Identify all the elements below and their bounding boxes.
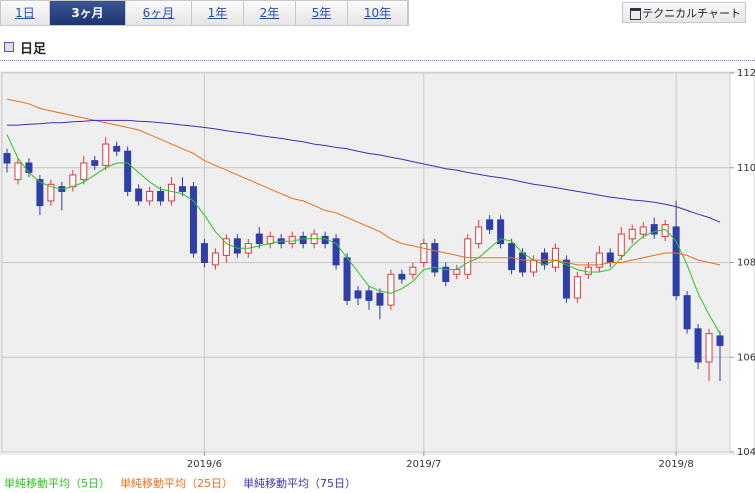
candle-body (332, 238, 340, 266)
candle-body (595, 252, 603, 268)
candle-body (47, 183, 55, 202)
y-tick-label: 104 (737, 447, 755, 458)
period-tab[interactable]: 10年 (348, 1, 408, 25)
candle-body (200, 243, 208, 264)
candle-body (266, 235, 274, 245)
candle-body (420, 243, 428, 264)
separator (0, 60, 755, 61)
moving-average-line (7, 119, 721, 223)
candle-body (102, 143, 110, 166)
candle-body (168, 183, 176, 202)
section-title: 日足 (4, 38, 46, 57)
candle-body (124, 150, 132, 192)
candle-body (222, 238, 230, 256)
candle-body (573, 276, 581, 299)
candle-body (540, 252, 548, 266)
candle-body (716, 335, 724, 346)
moving-average-line (6, 98, 721, 266)
period-tab[interactable]: 1日 (1, 1, 50, 25)
candle-body (343, 257, 351, 301)
candle-body (584, 266, 592, 275)
candle-body (179, 186, 187, 192)
candle-body (189, 186, 197, 254)
candle-body (25, 162, 33, 173)
candle-body (354, 290, 362, 299)
candle-body (694, 328, 702, 363)
candle-body (650, 224, 658, 235)
candle-body (606, 252, 614, 263)
legend-entry: 単純移動平均（5日） (4, 476, 110, 490)
candle-body (661, 224, 669, 237)
candle-body (551, 247, 559, 268)
candle-body (508, 243, 516, 271)
candle-body (530, 259, 538, 273)
legend-entry: 単純移動平均（75日） (243, 476, 356, 490)
candle-body (233, 238, 241, 254)
period-tab[interactable]: 1年 (192, 1, 244, 25)
candle-body (211, 252, 219, 266)
candle-body (135, 188, 143, 202)
candle-body (562, 259, 570, 299)
x-tick-label: 2019/8 (659, 459, 694, 470)
candle-body (113, 145, 121, 152)
candle-body (69, 174, 77, 188)
technical-chart-button[interactable]: テクニカルチャート (622, 2, 746, 23)
legend-entry: 単純移動平均（25日） (120, 476, 233, 490)
candle-body (442, 266, 450, 282)
period-tab[interactable]: 6ヶ月 (126, 1, 192, 25)
y-tick-label: 106 (737, 352, 755, 363)
candle-body (486, 219, 494, 230)
candle-body (705, 333, 713, 363)
candle-body (683, 295, 691, 330)
candle-body (628, 228, 636, 240)
candle-body (672, 226, 680, 297)
candle-body (398, 273, 406, 280)
moving-average-line (6, 134, 721, 334)
y-tick-label: 112 (737, 68, 755, 79)
candle-body (475, 226, 483, 245)
candle-body (3, 153, 11, 164)
candle-body (497, 219, 505, 245)
candle-body (299, 235, 307, 245)
candle-body (376, 292, 384, 306)
y-tick-label: 110 (737, 163, 755, 174)
candle-body (617, 233, 625, 256)
x-tick-label: 2019/6 (187, 459, 222, 470)
x-tick-label: 2019/7 (406, 459, 441, 470)
candle-body (288, 235, 296, 245)
candle-body (365, 290, 373, 301)
period-tab[interactable]: 2年 (244, 1, 296, 25)
y-tick-label: 108 (737, 258, 755, 269)
period-tab[interactable]: 5年 (296, 1, 348, 25)
candle-body (519, 252, 527, 273)
candle-body (146, 190, 154, 202)
candle-body (453, 269, 461, 275)
candle-body (639, 226, 647, 235)
period-tabs: 1日 3ヶ月 6ヶ月 1年 2年 5年 10年 (0, 0, 409, 26)
candle-body (431, 243, 439, 273)
candle-body (36, 179, 44, 207)
candle-body (14, 162, 22, 181)
candle-body (409, 266, 417, 275)
period-tab[interactable]: 3ヶ月 (50, 1, 126, 25)
candle-body (255, 233, 263, 245)
candle-body (464, 238, 472, 275)
candle-body (91, 160, 99, 166)
candle-body (157, 190, 165, 202)
candle-body (80, 162, 88, 181)
candle-body (387, 273, 395, 306)
